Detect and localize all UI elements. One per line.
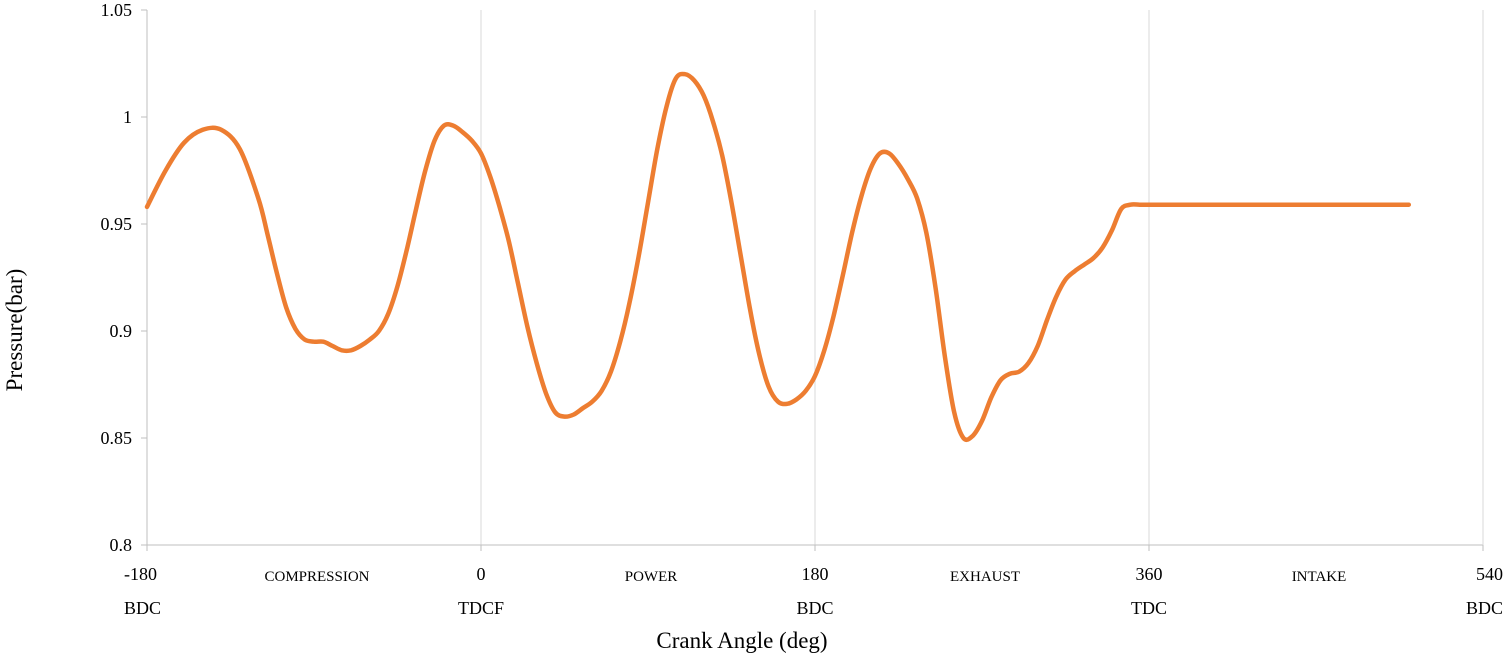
y-axis-title: Pressure(bar) bbox=[2, 269, 27, 392]
phase-label-intake: INTAKE bbox=[1292, 569, 1347, 585]
y-tick-labels: 0.8 0.85 0.9 0.95 1 1.05 bbox=[101, 0, 147, 555]
y-tick-label: 1 bbox=[123, 107, 132, 127]
phase-label-power: POWER bbox=[625, 569, 678, 585]
series-line-pressure bbox=[144, 71, 1412, 443]
y-tick-label: 0.8 bbox=[110, 535, 133, 555]
x-tick-label: -180 bbox=[124, 564, 157, 584]
y-tick-label: 0.95 bbox=[101, 214, 133, 234]
y-tick-label: 0.9 bbox=[110, 321, 133, 341]
y-tick-label: 1.05 bbox=[101, 0, 133, 20]
x-tick-label: 360 bbox=[1136, 564, 1163, 584]
x-axis-title: Crank Angle (deg) bbox=[656, 628, 827, 653]
phase-labels: COMPRESSION POWER EXHAUST INTAKE bbox=[264, 569, 1346, 585]
x-tick-label: 540 bbox=[1476, 564, 1503, 584]
x-tick-sublabel: BDC bbox=[1466, 598, 1503, 618]
phase-label-exhaust: EXHAUST bbox=[950, 569, 1020, 585]
x-tick-labels: -180 BDC 0 TDCF 180 BDC 360 TDC 540 BDC bbox=[124, 545, 1503, 618]
x-tick-sublabel: BDC bbox=[796, 598, 833, 618]
y-tick-label: 0.85 bbox=[101, 428, 133, 448]
phase-label-compression: COMPRESSION bbox=[264, 569, 369, 585]
x-tick-sublabel: BDC bbox=[124, 598, 161, 618]
x-tick-label: 180 bbox=[802, 564, 829, 584]
series-layer bbox=[144, 71, 1412, 443]
x-tick-sublabel: TDCF bbox=[458, 598, 504, 618]
gridlines bbox=[480, 10, 1150, 545]
x-tick-sublabel: TDC bbox=[1131, 598, 1167, 618]
x-tick-label: 0 bbox=[477, 564, 486, 584]
